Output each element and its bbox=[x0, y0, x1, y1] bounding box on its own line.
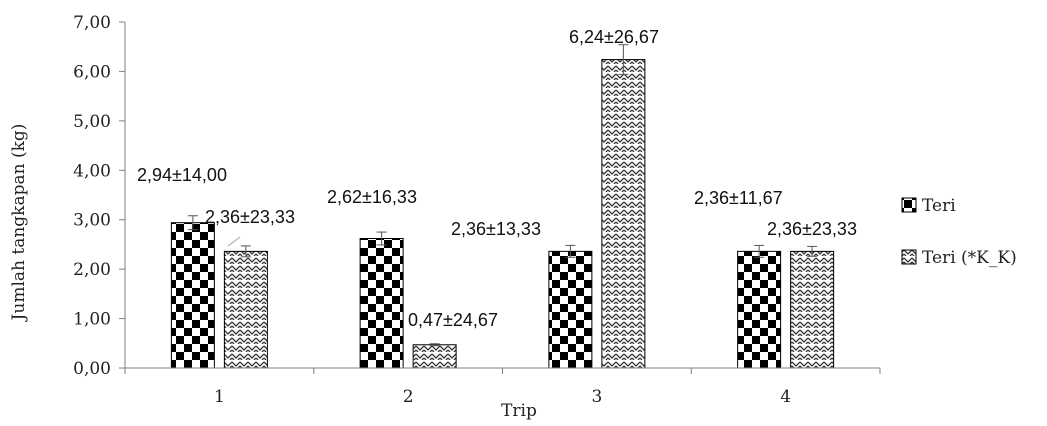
y-tick-label: 3,00 bbox=[73, 211, 111, 231]
error-bar bbox=[429, 343, 440, 347]
data-label: 2,36±23,33 bbox=[767, 219, 857, 239]
x-tick-label: 4 bbox=[780, 387, 791, 407]
bar bbox=[359, 237, 404, 369]
x-axis: 1 2 3 4 bbox=[124, 367, 881, 407]
error-bar bbox=[807, 245, 818, 257]
x-tick-label: 1 bbox=[214, 387, 225, 407]
x-tick-label: 2 bbox=[403, 387, 414, 407]
x-axis-title: Trip bbox=[501, 401, 537, 421]
bar bbox=[223, 250, 268, 369]
error-bar bbox=[240, 245, 251, 258]
legend-swatch-teri-kk bbox=[901, 249, 917, 265]
error-bar bbox=[376, 231, 387, 246]
data-label: 0,47±24,67 bbox=[408, 310, 498, 330]
y-axis-title: Jumlah tangkapan (kg) bbox=[9, 124, 29, 323]
error-bar bbox=[754, 244, 765, 258]
y-tick-label: 5,00 bbox=[73, 112, 111, 132]
y-tick-label: 0,00 bbox=[73, 359, 111, 379]
data-label: 2,94±14,00 bbox=[137, 165, 227, 185]
error-bar bbox=[565, 244, 576, 258]
plot-area: 2,94±14,00 2,62±16,33 2,36±13,33 2,36±11,67… bbox=[137, 27, 857, 369]
legend-label-teri-kk: Teri (*K_K) bbox=[922, 248, 1017, 268]
bar bbox=[737, 250, 782, 369]
bar bbox=[601, 59, 646, 369]
data-label: 2,62±16,33 bbox=[327, 187, 417, 207]
legend-item-teri: Teri bbox=[901, 196, 956, 216]
legend-swatch-teri bbox=[901, 197, 917, 213]
error-bar bbox=[618, 44, 629, 75]
error-bar bbox=[187, 215, 198, 231]
bar bbox=[790, 250, 835, 369]
legend-label-teri: Teri bbox=[922, 196, 956, 216]
label-leader-line bbox=[227, 236, 241, 247]
data-label: 2,36±11,67 bbox=[694, 188, 783, 208]
y-axis: 0,00 1,00 2,00 3,00 4,00 5,00 6,00 7,00 bbox=[73, 13, 126, 379]
y-tick-label: 4,00 bbox=[73, 161, 111, 181]
y-tick-label: 6,00 bbox=[73, 62, 111, 82]
data-label: 2,36±13,33 bbox=[451, 219, 541, 239]
x-tick-label: 3 bbox=[591, 387, 602, 407]
legend-item-teri-kk: Teri (*K_K) bbox=[901, 248, 1017, 268]
y-tick-label: 2,00 bbox=[73, 260, 111, 280]
data-label: 6,24±26,67 bbox=[569, 27, 659, 47]
bar bbox=[548, 250, 593, 369]
bar bbox=[170, 222, 215, 369]
bar bbox=[412, 344, 457, 369]
y-tick-label: 1,00 bbox=[73, 310, 111, 330]
legend: Teri Teri (*K_K) bbox=[901, 196, 1017, 268]
y-tick-label: 7,00 bbox=[73, 13, 111, 33]
data-label: 2,36±23,33 bbox=[205, 207, 295, 227]
